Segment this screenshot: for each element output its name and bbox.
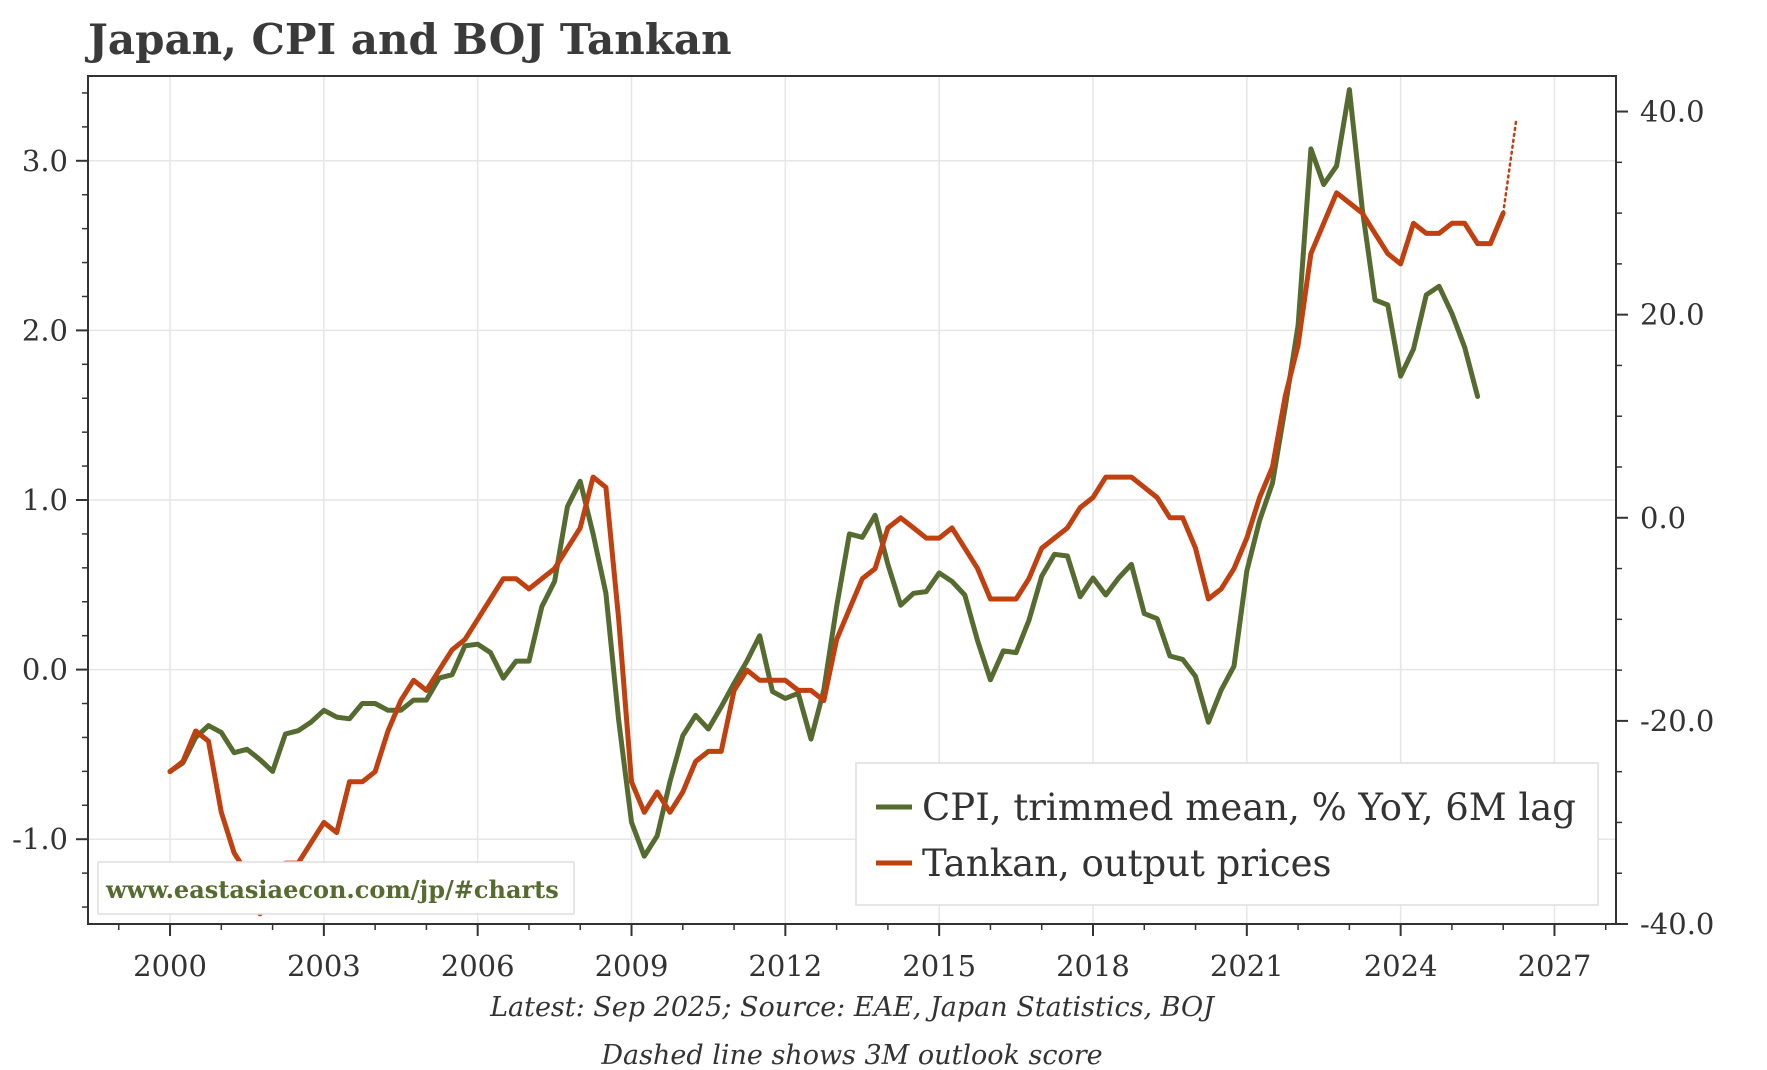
watermark-badge: www.eastasiaecon.com/jp/#charts xyxy=(97,861,575,915)
x-tick-label: 2018 xyxy=(1056,949,1130,983)
y-right-tick-label: 0.0 xyxy=(1640,501,1686,535)
source-note: Latest: Sep 2025; Source: EAE, Japan Sta… xyxy=(489,992,1216,1023)
x-tick-label: 2021 xyxy=(1210,949,1284,983)
y-axis-right: -40.0 -20.0 0.0 20.0 40.0 xyxy=(1616,95,1714,941)
y-left-tick-label: 1.0 xyxy=(22,483,68,517)
series-layer xyxy=(167,87,1518,917)
cpi-line xyxy=(167,87,1481,859)
legend: CPI, trimmed mean, % YoY, 6M lag Tankan,… xyxy=(855,762,1599,906)
x-tick-label: 2003 xyxy=(287,949,361,983)
x-tick-label: 2000 xyxy=(133,949,207,983)
x-tick-label: 2012 xyxy=(748,949,822,983)
legend-label-cpi: CPI, trimmed mean, % YoY, 6M lag xyxy=(922,786,1576,829)
y-right-tick-label: -20.0 xyxy=(1640,704,1714,738)
y-axis-left: -1.0 0.0 1.0 2.0 3.0 xyxy=(12,92,88,908)
grid xyxy=(88,76,1616,924)
outlook-note: Dashed line shows 3M outlook score xyxy=(600,1040,1102,1070)
tankan-line xyxy=(167,190,1506,917)
y-left-tick-label: 0.0 xyxy=(22,653,68,687)
y-right-tick-label: 20.0 xyxy=(1640,298,1705,332)
y-left-tick-label: 3.0 xyxy=(22,144,68,178)
x-tick-label: 2006 xyxy=(441,949,515,983)
chart-title: Japan, CPI and BOJ Tankan xyxy=(84,15,732,64)
x-tick-label: 2009 xyxy=(595,949,669,983)
y-right-tick-label: -40.0 xyxy=(1640,907,1714,941)
x-tick-label: 2024 xyxy=(1364,949,1438,983)
legend-box xyxy=(855,762,1599,906)
watermark-text: www.eastasiaecon.com/jp/#charts xyxy=(105,875,559,904)
y-right-tick-label: 40.0 xyxy=(1640,95,1705,129)
x-axis: 2000 2003 2006 2009 2012 2015 2018 2021 2024 2027 xyxy=(118,924,1607,983)
legend-label-tankan: Tankan, output prices xyxy=(922,842,1331,885)
y-left-tick-label: -1.0 xyxy=(12,822,68,856)
watermark-box xyxy=(97,861,575,915)
x-tick-label: 2015 xyxy=(902,949,976,983)
x-tick-label: 2027 xyxy=(1518,949,1592,983)
tankan-outlook-line xyxy=(1501,120,1518,215)
y-left-tick-label: 2.0 xyxy=(22,313,68,347)
